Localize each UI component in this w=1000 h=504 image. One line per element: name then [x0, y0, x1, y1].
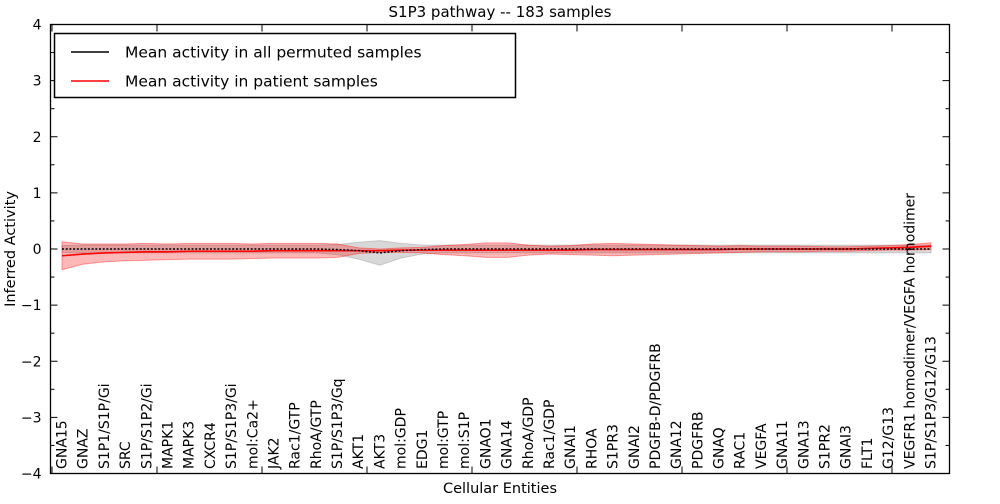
- y-tick-label: 1: [33, 186, 42, 202]
- x-category-label: GNA15: [55, 420, 71, 469]
- x-category-label: GNA14: [500, 420, 516, 469]
- x-category-label: MAPK1: [160, 421, 176, 469]
- y-tick-label: −4: [21, 467, 42, 483]
- legend-label-patient: Mean activity in patient samples: [125, 73, 378, 91]
- x-category-label: GNA13: [796, 420, 812, 469]
- x-category-label: GNAI1: [563, 425, 579, 469]
- x-category-label: VEGFA: [754, 423, 770, 469]
- x-category-label: GNAQ: [712, 427, 728, 469]
- x-category-label: PDGFRB: [690, 412, 706, 469]
- x-category-label: mol:GTP: [436, 411, 452, 469]
- x-category-label: S1PR2: [818, 424, 834, 469]
- x-category-label: mol:GDP: [394, 408, 410, 469]
- x-category-label: VEGFR1 homodimer/VEGFA homodimer: [902, 193, 918, 469]
- x-category-label: RhoA/GDP: [521, 397, 537, 469]
- y-axis-label: Inferred Activity: [3, 191, 19, 307]
- x-category-label: MAPK3: [182, 421, 198, 469]
- permuted-band: [61, 240, 932, 266]
- x-category-label: G12/G13: [881, 407, 897, 469]
- x-category-label: GNAI3: [839, 425, 855, 469]
- legend-label-permuted: Mean activity in all permuted samples: [125, 44, 422, 62]
- x-category-label: Rac1/GDP: [542, 400, 558, 469]
- x-category-label: S1P/S1P2/Gi: [139, 383, 155, 469]
- x-category-label: RhoA/GTP: [309, 400, 325, 469]
- x-category-label: S1P/S1P3/Gi: [224, 383, 240, 469]
- x-category-label: AKT3: [372, 434, 388, 469]
- patient-mean-line: [61, 245, 932, 257]
- x-category-label: S1P1/S1P/Gi: [97, 383, 113, 469]
- legend: Mean activity in all permuted samples Me…: [53, 32, 517, 99]
- x-category-label: Rac1/GTP: [288, 402, 304, 469]
- x-category-label: mol:S1P: [457, 412, 473, 469]
- y-tick-label: −3: [21, 410, 42, 426]
- x-category-label: AKT1: [351, 434, 367, 469]
- patient-band: [61, 241, 932, 271]
- chart-title: S1P3 pathway -- 183 samples: [389, 3, 612, 21]
- x-axis-label: Cellular Entities: [443, 481, 557, 497]
- x-category-label: GNAO1: [478, 418, 494, 469]
- x-category-label: CXCR4: [203, 422, 219, 469]
- y-tick-label: 2: [33, 130, 42, 146]
- x-category-label: PDGFB-D/PDGFRB: [648, 343, 664, 469]
- y-tick-label: −1: [21, 298, 42, 314]
- x-category-label: RAC1: [733, 432, 749, 469]
- y-tick-label: 3: [33, 74, 42, 90]
- x-category-label: EDG1: [415, 430, 431, 469]
- legend-box: [53, 32, 517, 99]
- permuted-mean-line: [62, 248, 931, 254]
- x-category-label: GNA12: [669, 420, 685, 469]
- plot-dynamic-layer: −4 −3 −2 −1 0 1 2 3 4 GNA15 GNAZ S1P1/S1P/Gi SRC S1P/…: [21, 18, 951, 483]
- x-category-label: RHOA: [584, 428, 600, 469]
- x-category-label: S1P/S1P3/G12/G13: [924, 336, 940, 469]
- x-category-label: GNAI2: [627, 425, 643, 469]
- y-tick-label: −2: [21, 354, 42, 370]
- x-category-label: FLT1: [860, 438, 876, 469]
- y-tick-label: 4: [33, 18, 42, 34]
- y-tick-label: 0: [33, 242, 42, 258]
- x-category-label: S1PR3: [606, 424, 622, 469]
- x-category-label: SRC: [118, 441, 134, 469]
- x-category-label: mol:Ca2+: [245, 399, 261, 469]
- x-category-label: GNAZ: [76, 429, 92, 470]
- x-category-label: JAK2: [266, 437, 282, 470]
- x-category-label: GNA11: [775, 420, 791, 469]
- x-category-label: S1P/S1P3/Gq: [330, 378, 346, 469]
